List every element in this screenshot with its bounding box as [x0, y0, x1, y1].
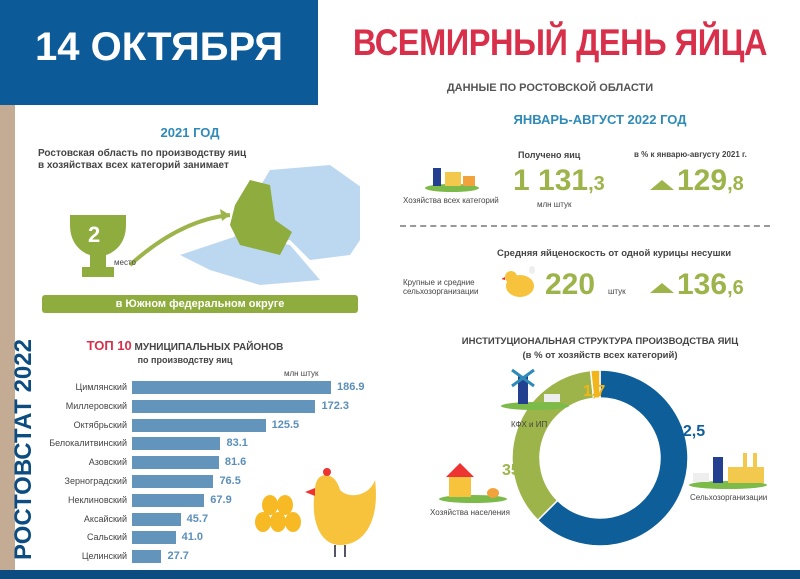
bar-value-label: 125.5	[271, 418, 300, 431]
windmill-cow-icon	[501, 368, 569, 410]
bar-category-label: Миллеровский	[65, 400, 127, 411]
bar-value-label: 45.7	[186, 512, 209, 525]
bar	[132, 475, 214, 488]
category-large-label: Крупные и средние сельхозорганизации	[403, 278, 479, 296]
page-subtitle: ДАННЫЕ ПО РОСТОВСКОЙ ОБЛАСТИ	[446, 82, 654, 94]
arrow-icon	[128, 213, 231, 267]
bar	[132, 399, 316, 413]
up-triangle-icon	[650, 280, 674, 298]
bar	[132, 550, 162, 564]
header-banner	[0, 0, 318, 105]
bar-chart-subtitle: по производству яиц	[137, 355, 233, 365]
bar-value-label: 27.7	[167, 550, 189, 563]
yield-unit: штук	[608, 287, 626, 296]
date-title: 14 ОКТЯБРЯ	[35, 25, 283, 69]
agro-farm-icon	[689, 453, 767, 489]
bar-category-label: Сальский	[86, 532, 127, 543]
district-banner: в Южном федеральном округе	[42, 295, 358, 313]
households-label: Хозяйства населения	[430, 508, 510, 517]
farm-buildings-icon	[425, 168, 479, 192]
hen-icon	[502, 266, 535, 297]
bar-chart-unit: млн штук	[284, 369, 319, 378]
bar-value-label: 81.6	[224, 456, 247, 469]
rank-title: 2021 ГОД	[160, 125, 220, 140]
divider	[400, 225, 770, 227]
kfh-label: КФХ и ИП	[511, 420, 548, 429]
side-strip	[0, 105, 15, 570]
eggs-value: 1 131,3	[513, 164, 605, 197]
map-illustration	[128, 165, 360, 285]
bar-category-label: Азовский	[88, 457, 127, 468]
bar-value-label: 186.9	[337, 381, 365, 393]
bar-category-label: Белокалитвинский	[49, 438, 127, 449]
bar-category-label: Зерноградский	[64, 476, 127, 486]
percent-label: в % к январю-августу 2021 г.	[634, 150, 747, 159]
bar-value-label: 67.9	[210, 493, 232, 506]
bar	[132, 437, 221, 451]
donut-subtitle: (в % от хозяйств всех категорий)	[522, 350, 678, 361]
rank-text-1: Ростовская область по производству яиц	[38, 148, 247, 159]
hen-eggs-illustration	[255, 468, 376, 557]
donut-slice	[589, 369, 601, 400]
bar	[132, 418, 266, 432]
bar-category-label: Целинский	[81, 551, 127, 562]
rank-place-label: место	[114, 258, 136, 267]
yield-percent: 136,6	[677, 268, 744, 301]
received-label: Получено яиц	[518, 150, 581, 160]
bar-value-label: 76.5	[219, 475, 241, 487]
bar-value-label: 41.0	[181, 531, 204, 544]
house-hen-icon	[439, 463, 507, 503]
footer-bar	[0, 570, 800, 579]
bar-category-label: Аксайский	[83, 513, 127, 524]
slice-label-households: 35,8	[502, 462, 534, 479]
bar-value-label: 83.1	[226, 437, 248, 450]
bar-category-label: Неклиновский	[68, 494, 127, 505]
bar	[132, 531, 176, 545]
donut-title: ИНСТИТУЦИОНАЛЬНАЯ СТРУКТУРА ПРОИЗВОДСТВА…	[461, 336, 739, 347]
bar	[132, 512, 181, 526]
eggs-percent: 129,8	[677, 164, 744, 197]
bar	[132, 493, 205, 507]
rostov-region-shape	[230, 180, 292, 255]
yield-label: Средняя яйценоскость от одной курицы нес…	[497, 248, 732, 259]
agro-label: Сельхозорганизации	[690, 493, 768, 502]
slice-label-agro: 62,5	[674, 423, 706, 440]
bar	[132, 381, 331, 394]
trophy-icon	[70, 215, 126, 277]
up-triangle-icon	[650, 177, 674, 195]
page-title: ВСЕМИРНЫЙ ДЕНЬ ЯЙЦА	[352, 22, 768, 63]
period-title: ЯНВАРЬ-АВГУСТ 2022 ГОД	[513, 112, 687, 127]
rank-place: 2	[88, 222, 101, 247]
eggs-unit: млн штук	[537, 200, 572, 209]
bar	[132, 456, 219, 470]
donut-slice	[536, 369, 689, 547]
bar-value-label: 172.3	[321, 399, 349, 412]
slice-label-kfh: 1,7	[583, 383, 606, 400]
bar-chart-title: ТОП 10 МУНИЦИПАЛЬНЫХ РАЙОНОВ	[86, 338, 284, 353]
yield-value: 220	[545, 268, 596, 301]
bar-category-label: Октябрьский	[73, 419, 127, 430]
category-all-label: Хозяйства всех категорий	[403, 196, 499, 205]
bar-category-label: Цимлянский	[75, 382, 127, 392]
rank-text-2: в хозяйствах всех категорий занимает	[38, 160, 229, 171]
